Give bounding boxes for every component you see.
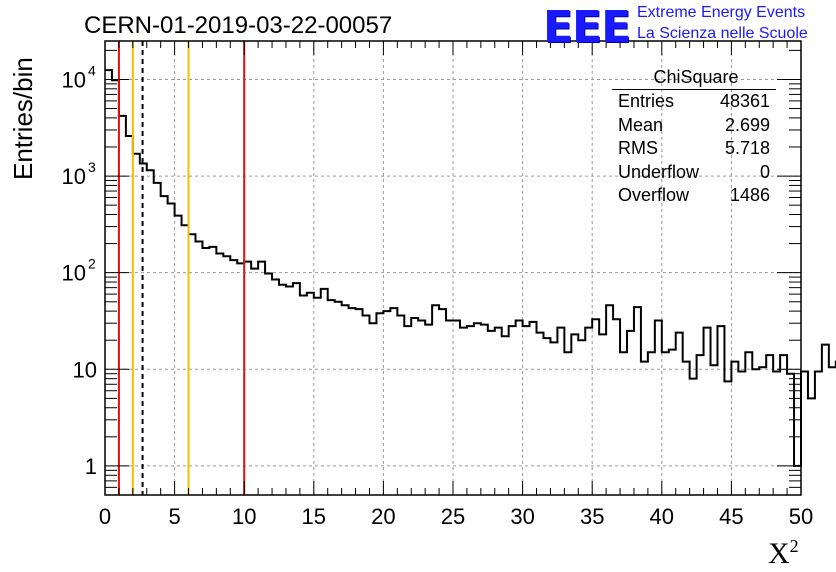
x-tick-label: 25 bbox=[441, 504, 465, 529]
y-tick-label-exponent: 2 bbox=[88, 256, 96, 272]
x-tick-label: 0 bbox=[99, 504, 111, 529]
stat-value: 1486 bbox=[729, 185, 770, 205]
y-tick-label-exponent: 4 bbox=[88, 62, 96, 78]
x-tick-label: 45 bbox=[719, 504, 743, 529]
x-tick-label: 5 bbox=[168, 504, 180, 529]
stat-value: 48361 bbox=[719, 91, 770, 111]
stat-label: Overflow bbox=[618, 185, 690, 205]
logo-caption-line2: La Scienza nelle Scuole bbox=[637, 25, 808, 42]
x-tick-label: 35 bbox=[580, 504, 604, 529]
y-tick-label: 1 bbox=[85, 454, 97, 479]
x-axis-label-exponent: 2 bbox=[789, 536, 799, 556]
stat-row-overflow: Overflow 1486 bbox=[612, 184, 776, 208]
stat-label: Underflow bbox=[618, 161, 700, 182]
x-tick-label: 50 bbox=[789, 504, 813, 529]
y-axis-label: Entries/bin bbox=[8, 57, 38, 180]
stat-label: RMS bbox=[618, 138, 658, 158]
stats-box: ChiSquare Entries 48361 Mean 2.699 RMS 5… bbox=[612, 66, 776, 208]
stats-title: ChiSquare bbox=[612, 66, 776, 90]
x-tick-label: 30 bbox=[510, 504, 534, 529]
y-tick-label: 10 bbox=[73, 357, 97, 382]
y-tick-label-exponent: 3 bbox=[88, 159, 96, 175]
x-axis-label: X2 bbox=[768, 536, 799, 571]
stat-value: 5.718 bbox=[724, 138, 770, 158]
y-tick-label: 10 bbox=[62, 164, 86, 189]
x-axis-label-base: X bbox=[768, 537, 790, 570]
stat-label: Mean bbox=[618, 114, 664, 135]
stat-row-rms: RMS 5.718 bbox=[612, 137, 776, 161]
stat-value: 2.699 bbox=[724, 114, 770, 135]
x-tick-label: 20 bbox=[371, 504, 395, 529]
x-tick-label: 15 bbox=[302, 504, 326, 529]
x-tick-label: 40 bbox=[650, 504, 674, 529]
stat-row-entries: Entries 48361 bbox=[612, 90, 776, 114]
stat-label: Entries bbox=[618, 91, 675, 111]
eee-logo: EEE bbox=[543, 2, 631, 53]
histogram-line bbox=[105, 69, 836, 467]
y-tick-label: 10 bbox=[62, 261, 86, 286]
y-tick-label: 10 bbox=[62, 67, 86, 92]
plot-title: CERN-01-2019-03-22-00057 bbox=[84, 12, 393, 39]
x-tick-label: 10 bbox=[232, 504, 256, 529]
stat-row-mean: Mean 2.699 bbox=[612, 114, 776, 138]
stat-row-underflow: Underflow 0 bbox=[612, 161, 776, 185]
logo-caption-line1: Extreme Energy Events bbox=[637, 4, 806, 21]
stat-value: 0 bbox=[759, 161, 770, 182]
